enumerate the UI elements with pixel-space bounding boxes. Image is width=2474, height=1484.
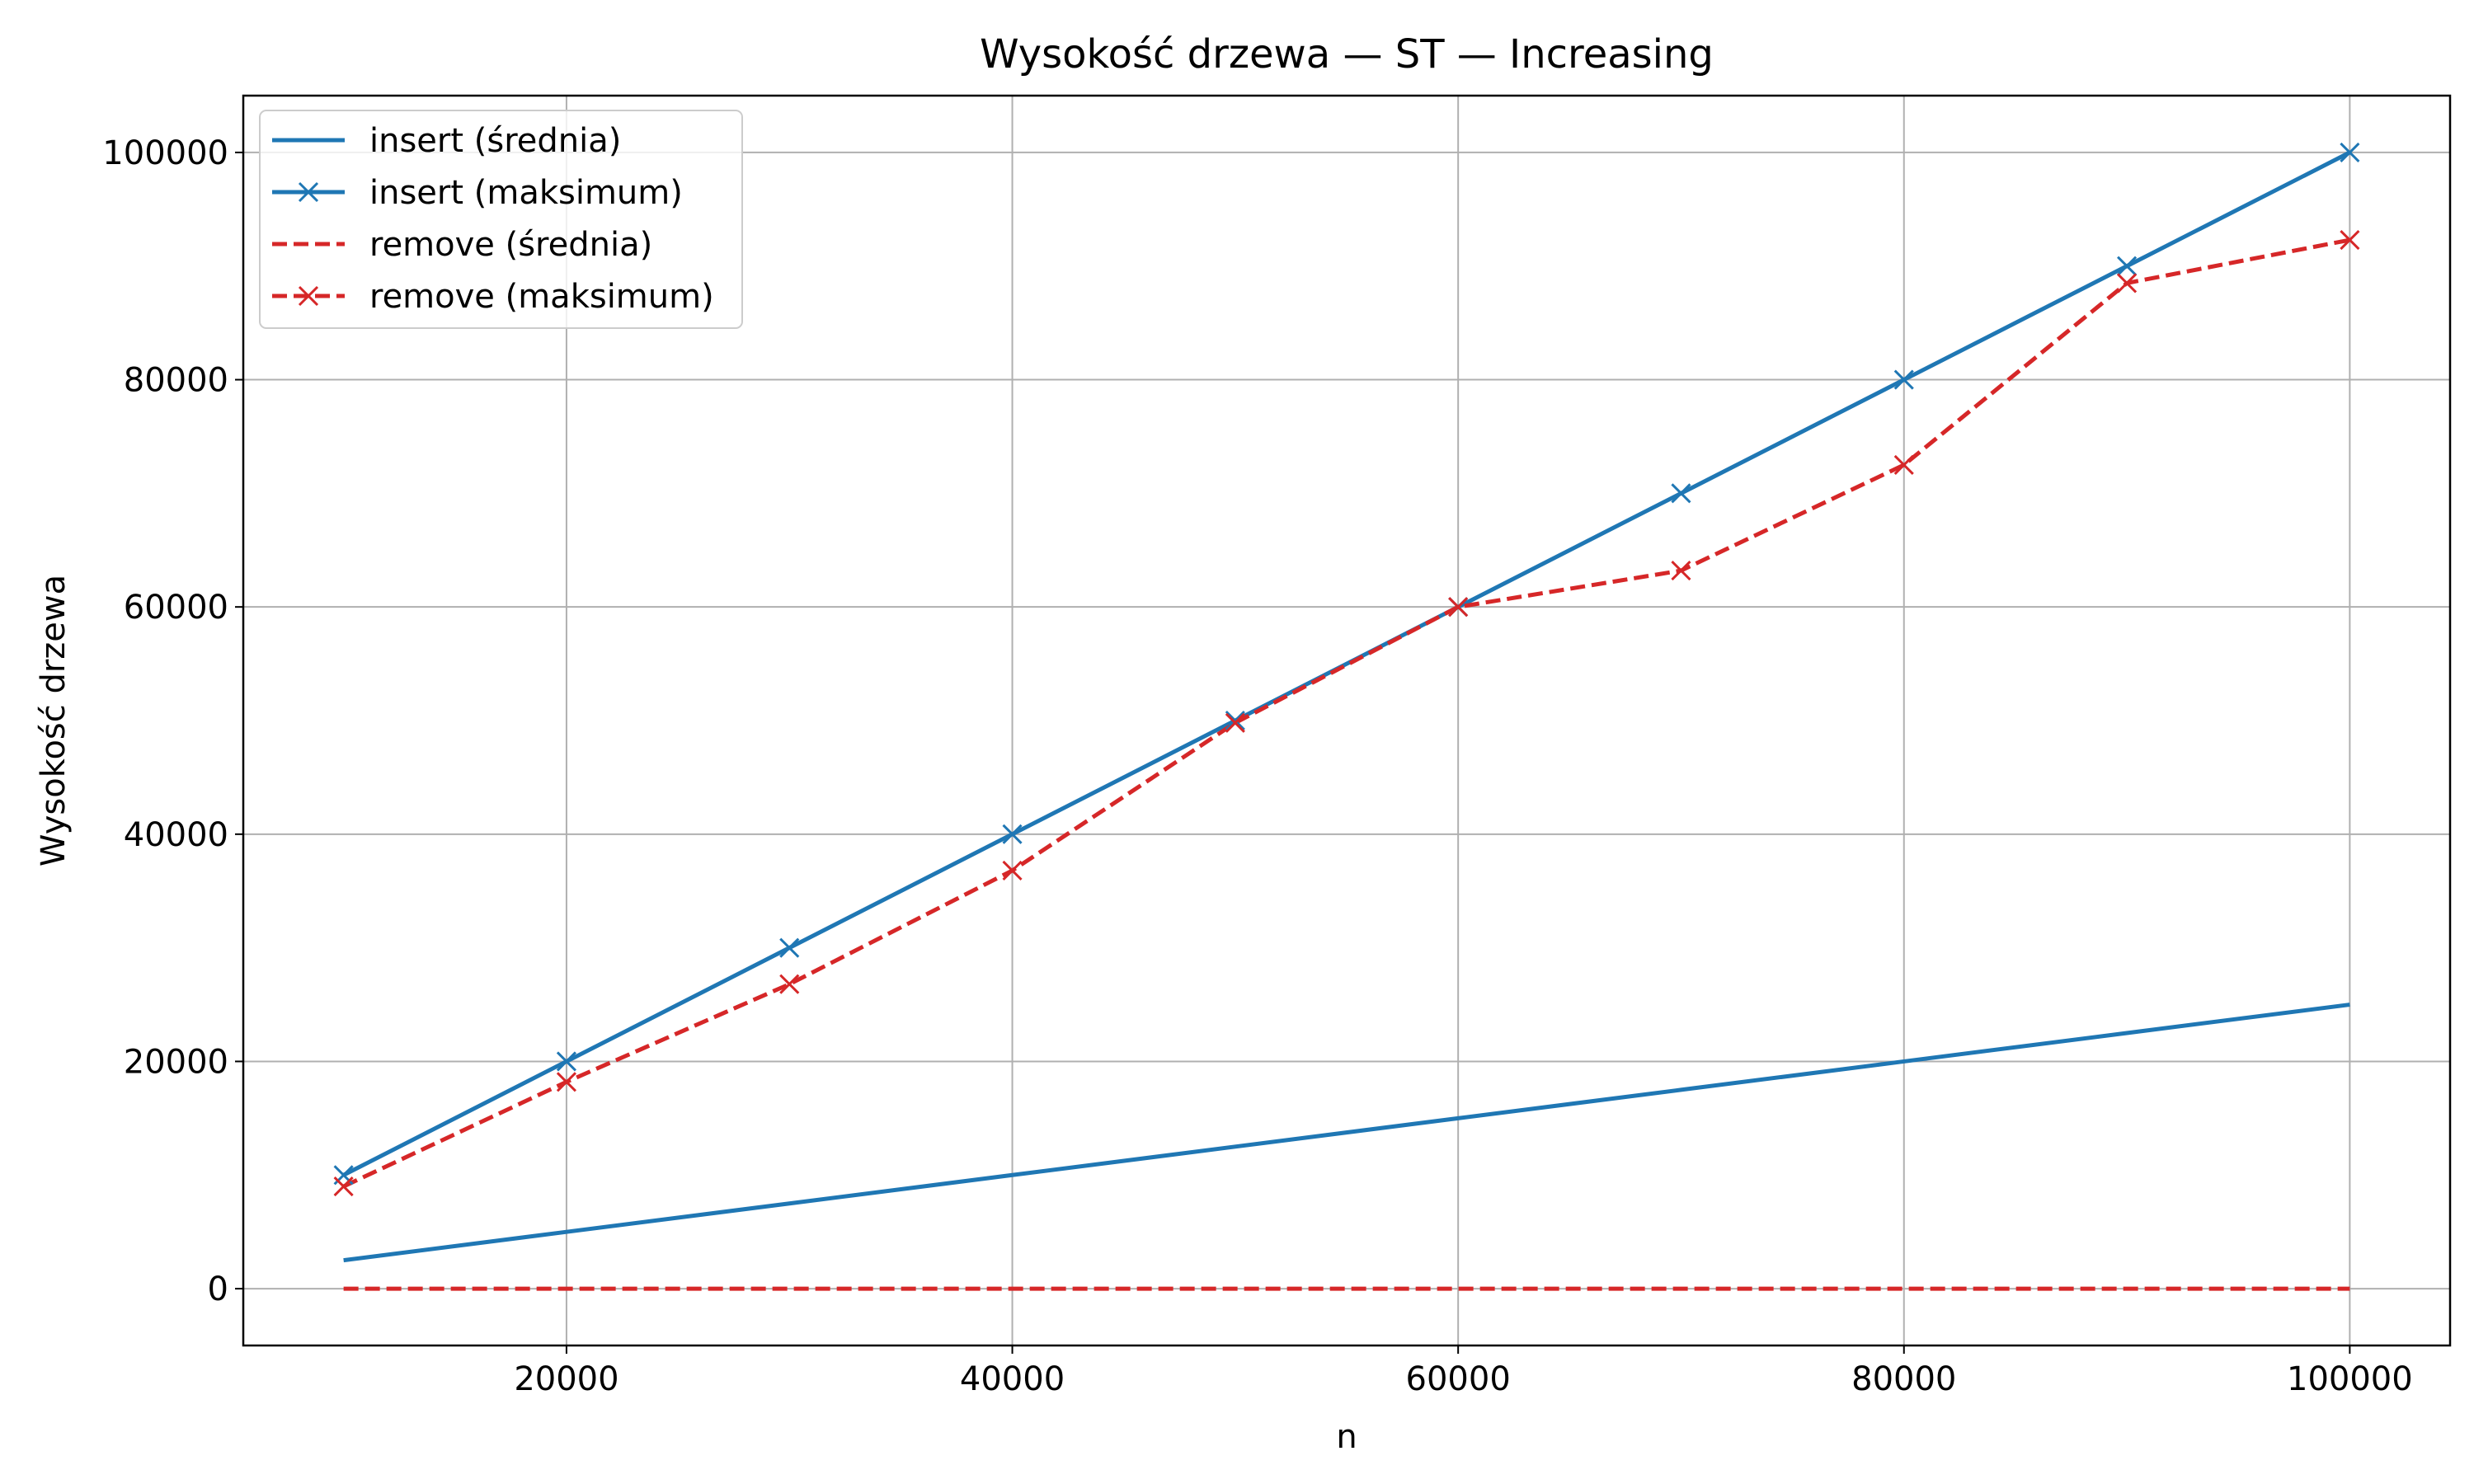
legend: insert (średnia) insert (maksimum) remove … xyxy=(259,110,743,329)
x-marker xyxy=(779,937,800,958)
y-tick-label: 0 xyxy=(208,1270,228,1308)
x-marker xyxy=(1448,597,1469,618)
x-marker xyxy=(2116,256,2138,276)
legend-label: remove (maksimum) xyxy=(369,278,714,316)
x-tick-label: 40000 xyxy=(960,1360,1065,1398)
x-marker xyxy=(1225,712,1245,733)
x-tick-label: 100000 xyxy=(2287,1360,2413,1398)
plot-frame xyxy=(242,94,2452,1347)
x-tick-label: 80000 xyxy=(1851,1360,1956,1398)
series-line-1 xyxy=(343,1003,2350,1263)
y-tick-label: 100000 xyxy=(102,134,228,172)
x-marker xyxy=(1893,454,1914,475)
y-axis-label: Wysokość drzewa xyxy=(35,575,73,866)
grid xyxy=(243,96,2450,1345)
x-marker xyxy=(2340,229,2360,251)
legend-label: insert (maksimum) xyxy=(369,174,683,212)
series-lines xyxy=(342,150,2351,1291)
x-marker xyxy=(1002,860,1023,881)
y-tick-label: 20000 xyxy=(124,1043,228,1081)
x-marker xyxy=(1225,710,1245,731)
x-marker xyxy=(1671,483,1691,504)
x-marker xyxy=(2116,273,2138,294)
chart-title: Wysokość drzewa — ST — Increasing xyxy=(980,31,1714,77)
series-markers xyxy=(333,142,2360,1197)
x-marker xyxy=(1002,824,1023,844)
y-axis: 0 20000 40000 60000 80000 100000 xyxy=(102,134,243,1308)
legend-label: insert (średnia) xyxy=(369,122,621,160)
legend-label: remove (średnia) xyxy=(369,226,652,264)
legend-item: insert (maksimum) xyxy=(272,174,683,212)
y-tick-label: 60000 xyxy=(124,589,228,627)
x-axis-label: n xyxy=(1336,1418,1357,1456)
y-tick-label: 40000 xyxy=(124,816,228,854)
legend-item: insert (średnia) xyxy=(272,122,621,160)
y-tick-label: 80000 xyxy=(124,362,228,400)
legend-box xyxy=(259,110,743,329)
x-marker xyxy=(1671,561,1691,581)
x-marker xyxy=(2340,142,2360,162)
x-tick-label: 60000 xyxy=(1406,1360,1511,1398)
x-marker xyxy=(779,974,800,994)
x-axis: 20000 40000 60000 80000 100000 xyxy=(514,1345,2413,1398)
x-marker xyxy=(298,285,319,307)
x-marker xyxy=(556,1072,577,1092)
legend-item: remove (maksimum) xyxy=(272,278,714,316)
legend-item: remove (średnia) xyxy=(272,226,652,264)
series-line-2 xyxy=(342,150,2351,1177)
x-marker xyxy=(556,1051,577,1072)
x-marker xyxy=(298,181,319,203)
x-marker xyxy=(1893,369,1914,390)
x-tick-label: 20000 xyxy=(514,1360,618,1398)
series-line-4 xyxy=(342,237,2350,1189)
plot-area xyxy=(242,94,2452,1347)
x-marker xyxy=(333,1176,354,1197)
